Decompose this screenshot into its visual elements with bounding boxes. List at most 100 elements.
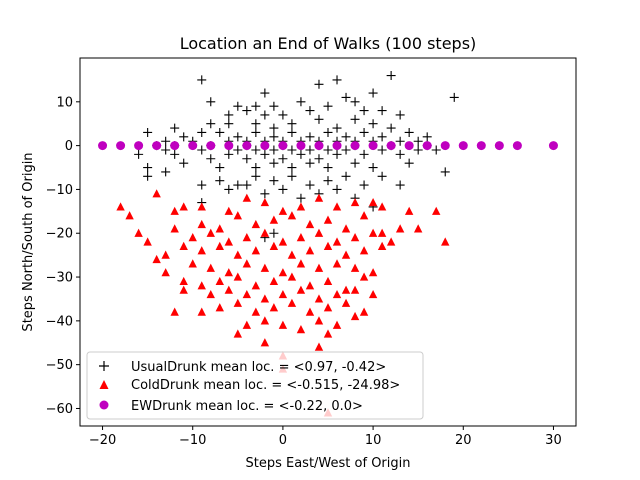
usual-point xyxy=(161,167,171,177)
usual-point xyxy=(143,163,153,173)
cold-point xyxy=(296,233,306,242)
cold-point xyxy=(260,294,270,303)
cold-point xyxy=(432,206,441,215)
usual-point xyxy=(386,123,396,133)
ew-point xyxy=(512,141,522,151)
usual-point xyxy=(251,163,261,173)
usual-point xyxy=(251,119,261,129)
usual-point xyxy=(233,145,243,155)
usual-point xyxy=(332,184,342,194)
y-tick-label: −50 xyxy=(46,358,73,373)
cold-point xyxy=(188,233,197,242)
ew-point xyxy=(98,141,108,151)
cold-point xyxy=(224,237,233,246)
y-tick-label: −30 xyxy=(46,271,73,286)
usual-point xyxy=(242,154,252,164)
usual-point xyxy=(215,176,225,186)
cold-point xyxy=(278,320,288,329)
usual-point xyxy=(296,193,306,203)
cold-point xyxy=(332,202,342,211)
cold-point xyxy=(323,276,333,286)
usual-point xyxy=(368,88,378,98)
y-tick-label: −10 xyxy=(46,183,73,198)
cold-point xyxy=(278,206,288,215)
cold-point xyxy=(224,268,233,277)
cold-point xyxy=(350,285,360,294)
cold-point xyxy=(314,228,324,237)
cold-point xyxy=(188,259,197,268)
usual-point xyxy=(287,171,297,181)
cold-point xyxy=(314,294,324,303)
cold-point xyxy=(296,202,306,211)
cold-point xyxy=(170,307,179,316)
usual-point xyxy=(305,145,315,155)
usual-point xyxy=(260,189,270,199)
cold-point xyxy=(305,246,315,255)
cold-point xyxy=(386,237,396,246)
cold-point xyxy=(197,246,206,255)
ew-point xyxy=(278,141,288,151)
usual-point xyxy=(242,106,252,116)
usual-point xyxy=(359,149,369,159)
legend-label-cold: ColdDrunk mean loc. = <-0.515, -24.98> xyxy=(131,378,400,393)
cold-point xyxy=(287,211,297,220)
cold-point xyxy=(251,219,261,229)
cold-point xyxy=(287,250,297,259)
cold-point xyxy=(197,281,206,290)
usual-point xyxy=(224,119,234,129)
usual-point xyxy=(305,132,315,142)
cold-point xyxy=(377,202,387,211)
usual-point xyxy=(170,149,180,159)
usual-point xyxy=(224,184,234,194)
usual-point xyxy=(395,149,405,159)
usual-point xyxy=(269,228,279,238)
ew-point xyxy=(134,141,144,151)
cold-point xyxy=(179,285,188,294)
y-axis-title: Steps North/South of Origin xyxy=(21,152,36,331)
cold-point xyxy=(206,263,215,272)
cold-point xyxy=(296,325,306,334)
cold-point xyxy=(332,320,342,329)
usual-point xyxy=(269,145,279,155)
usual-point xyxy=(350,97,360,107)
usual-point xyxy=(422,132,432,142)
cold-point xyxy=(314,193,324,202)
cold-point xyxy=(206,289,215,299)
usual-point xyxy=(323,145,333,155)
cold-point xyxy=(305,307,315,316)
usual-point xyxy=(440,167,450,177)
ew-point xyxy=(476,141,486,151)
ew-point xyxy=(458,141,468,151)
cold-point xyxy=(143,237,152,246)
usual-point xyxy=(359,106,369,116)
cold-point xyxy=(278,268,288,277)
x-axis-ticks: −20 −10 0 10 20 30 xyxy=(89,426,562,448)
legend-circle-icon xyxy=(99,400,109,410)
cold-point xyxy=(359,246,369,255)
cold-point xyxy=(233,211,243,220)
usual-point xyxy=(386,71,396,81)
cold-point xyxy=(251,307,261,316)
cold-point xyxy=(242,259,252,268)
cold-point xyxy=(287,298,297,307)
usual-point xyxy=(404,158,414,168)
ew-point xyxy=(260,141,270,151)
cold-point xyxy=(341,224,351,233)
cold-point xyxy=(323,241,333,250)
cold-point xyxy=(350,311,360,321)
usual-point xyxy=(170,123,180,133)
ew-point xyxy=(440,141,450,151)
cold-point xyxy=(341,298,351,307)
usual-point xyxy=(224,110,234,120)
usual-point xyxy=(323,163,333,173)
usual-point xyxy=(215,163,225,173)
usual-point xyxy=(377,106,387,116)
cold-point xyxy=(350,197,360,207)
y-tick-label: −60 xyxy=(46,402,73,417)
cold-point xyxy=(305,281,315,290)
usual-point xyxy=(332,149,342,159)
usual-point xyxy=(251,127,261,137)
cold-point xyxy=(296,285,306,294)
cold-point xyxy=(287,272,297,281)
cold-point xyxy=(197,202,206,211)
